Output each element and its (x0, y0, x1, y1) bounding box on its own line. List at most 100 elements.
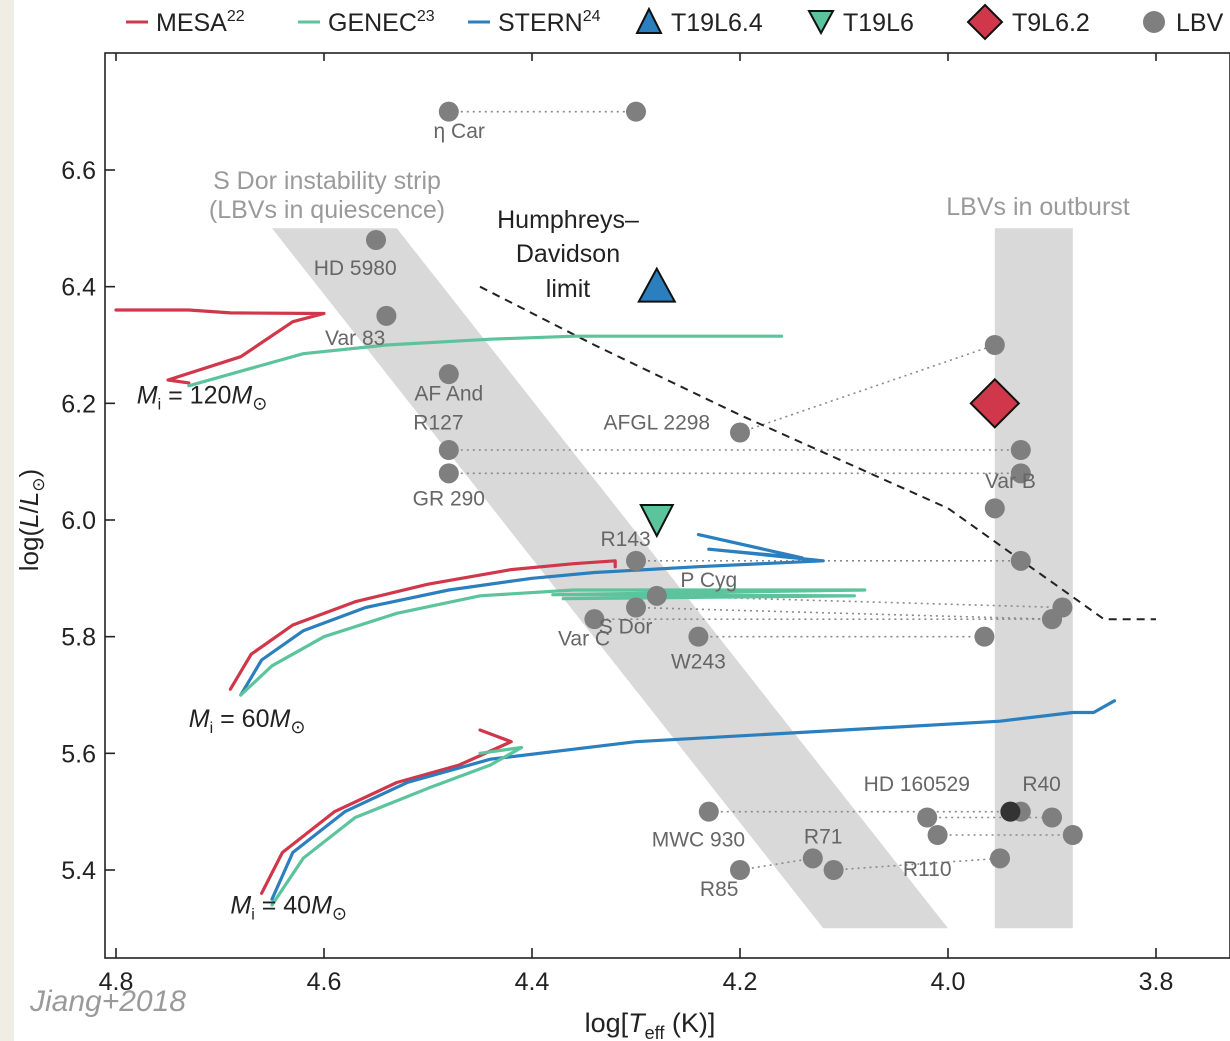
legend-item-t9l6-2-label: T9L6.2 (1012, 9, 1090, 37)
lbv-point-25 (802, 848, 823, 869)
lbv-point-7 (1010, 463, 1031, 484)
hd-limit-line (479, 285, 1156, 621)
star-label-afgl-2298: AFGL 2298 (603, 412, 710, 435)
lbv-point-26 (823, 859, 844, 880)
track-mesa-40 (260, 728, 513, 895)
region-band-1 (994, 228, 1073, 929)
lbv-point-dark (1000, 801, 1021, 822)
mass-label-120: Mi = 120M⊙ (137, 381, 268, 413)
lbv-point-18 (698, 801, 719, 822)
legend-item-lbv: LBV (1143, 9, 1224, 37)
legend-item-lbv-swatch (1143, 11, 1165, 33)
lbv-point-24 (730, 859, 750, 880)
lbv-point-16 (688, 626, 709, 647)
hd-limit-label-line3: limit (546, 275, 590, 303)
x-tick-label-0: 4.8 (99, 968, 134, 996)
mass-label-40: Mi = 40M⊙ (230, 892, 347, 924)
lbv-point-4 (438, 439, 459, 460)
legend-item-t19l6: T19L6 (807, 9, 914, 37)
y-axis-title-group: log(L/L⊙) (14, 469, 48, 571)
lbv-point-15 (1042, 609, 1062, 630)
y-axis-title: log(L/L⊙) (14, 469, 48, 571)
star-label-r85: R85 (700, 878, 739, 901)
region-label-outburst: LBVs in outburst (946, 193, 1129, 221)
lbv-point-30 (438, 364, 459, 385)
x-tick-label-1: 4.6 (307, 968, 342, 996)
hr-diagram-chart: S Dor instability strip(LBVs in quiescen… (14, 3, 1230, 1041)
track-mesa-120 (114, 308, 326, 385)
lbv-point-22 (927, 824, 948, 845)
plot-layer (114, 101, 1156, 907)
lbv-point-29 (376, 305, 397, 326)
track-genec-60 (239, 588, 867, 697)
legend-item-genec-label: GENEC23 (328, 8, 435, 37)
y-tick-label-2: 5.8 (61, 624, 96, 652)
credit-text: Jiang+2018 (30, 985, 186, 1018)
track-genec-120 (187, 334, 784, 388)
track-genec-40 (270, 745, 524, 907)
lbv-point-17 (974, 626, 995, 647)
y-tick-label-1: 5.6 (61, 740, 96, 768)
model-t19l6-4-marker (637, 266, 677, 303)
lbv-connector-12 (739, 857, 813, 871)
lbv-point-1 (626, 101, 646, 122)
lbv-connector-1 (739, 344, 996, 434)
mass-label-60: Mi = 60M⊙ (189, 705, 306, 737)
legend-item-t19l6-4-label: T19L6.4 (671, 9, 763, 37)
lbv-point-12 (626, 597, 646, 618)
x-tick-label-5: 3.8 (1139, 968, 1174, 996)
legend-item-t19l6-label: T19L6 (843, 9, 914, 37)
figure-frame: S Dor instability strip (LBVs in quiescen… (14, 0, 1230, 1041)
legend-item-mesa: MESA22 (126, 8, 245, 37)
track-mesa-60 (228, 559, 617, 691)
hd-limit-label-line2: Davidson (516, 240, 620, 268)
region-label-s-dor-line1: S Dor instability strip (213, 167, 441, 195)
track-stern-40 (270, 699, 1116, 901)
star-label-w243: W243 (671, 651, 726, 674)
lbv-point-3 (984, 334, 1005, 355)
y-tick-label-4: 6.2 (61, 390, 96, 418)
star-label-r143: R143 (600, 528, 650, 551)
star-label-mwc-930: MWC 930 (652, 829, 745, 852)
x-tick-label-4: 4.0 (931, 968, 966, 996)
lbv-point-0 (438, 101, 459, 122)
lbv-point-23 (1062, 824, 1083, 845)
legend-item-t9l6-2-swatch (966, 3, 1004, 41)
plot-frame (104, 52, 1230, 959)
star-label-p-cyg: P Cyg (680, 569, 737, 592)
y-tick-label-5: 6.4 (61, 274, 96, 302)
lbv-point-10 (646, 585, 667, 606)
lbv-point-21 (1042, 807, 1062, 828)
model-t9l6-2-marker (969, 377, 1021, 429)
lbv-connector-13 (833, 857, 1001, 871)
lbv-point-27 (990, 848, 1010, 869)
star-label-var-83: Var 83 (325, 327, 385, 350)
lbv-point-6 (438, 463, 459, 484)
star-label--car: η Car (434, 120, 485, 143)
star-label-af-and: AF And (414, 382, 483, 405)
lbv-point-28 (366, 229, 386, 250)
star-label-hd-160529: HD 160529 (864, 773, 970, 796)
lbv-point-8 (626, 550, 646, 571)
star-label-r40: R40 (1022, 773, 1061, 796)
lbv-point-31 (984, 498, 1005, 519)
x-tick-label-3: 4.2 (723, 968, 758, 996)
x-tick-label-2: 4.4 (515, 968, 550, 996)
star-label-var-b: Var B (985, 470, 1036, 493)
track-stern-60 (239, 533, 825, 697)
x-axis-title: log[Teff (K)] (585, 1008, 716, 1041)
model-t19l6-marker (639, 503, 675, 539)
y-tick-label-3: 6.0 (61, 507, 96, 535)
legend-item-mesa-label: MESA22 (156, 8, 245, 37)
lbv-point-14 (584, 609, 605, 630)
legend-item-genec: GENEC23 (298, 8, 435, 37)
legend-item-stern: STERN24 (468, 8, 601, 37)
star-label-s-dor: S Dor (599, 616, 653, 639)
star-label-var-c: Var C (558, 627, 610, 650)
lbv-point-2 (730, 422, 750, 443)
lbv-point-9 (1010, 550, 1031, 571)
legend-item-t19l6-swatch (807, 10, 835, 36)
legend-item-t19l6-4-swatch (635, 6, 663, 34)
region-band-0 (272, 228, 948, 929)
lbv-point-5 (1010, 439, 1031, 460)
